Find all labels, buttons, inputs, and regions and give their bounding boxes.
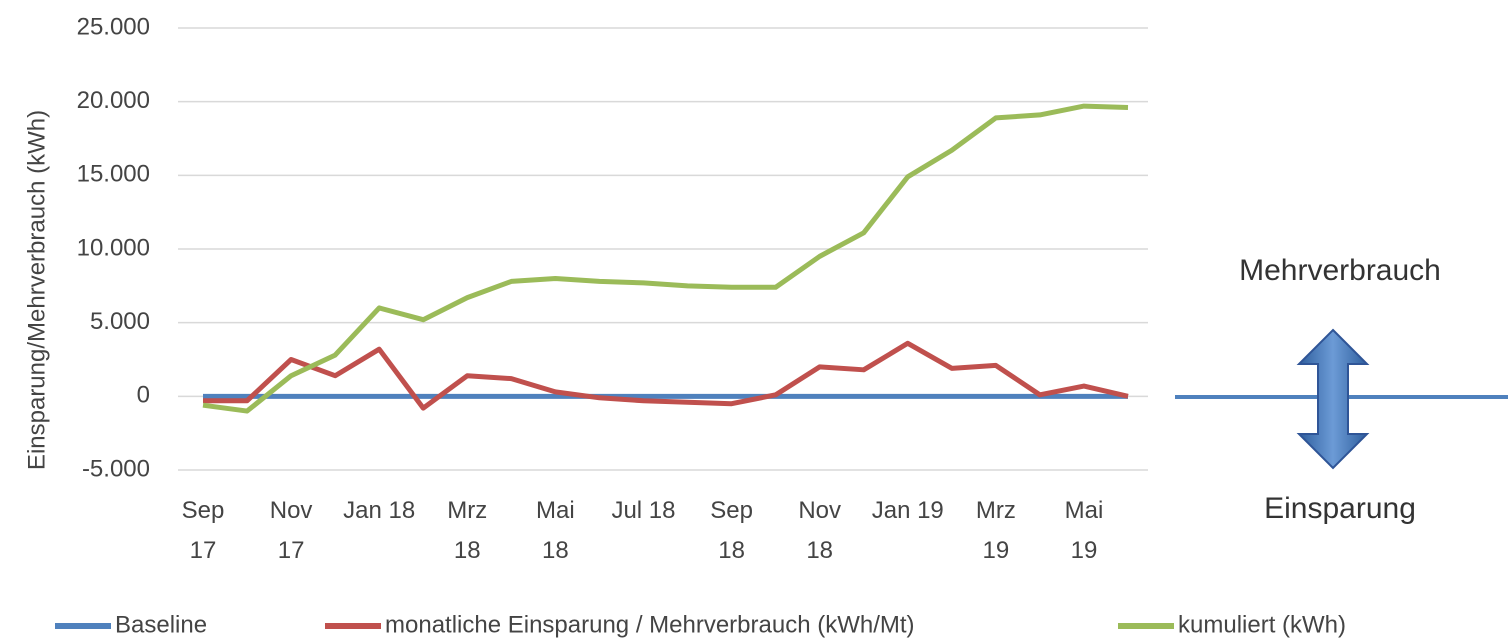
x-tick-label: Jul 18 xyxy=(611,497,675,524)
x-tick-label-line: Mrz xyxy=(976,497,1016,524)
y-tick-label: 20.000 xyxy=(77,87,150,114)
x-tick-label-line: 19 xyxy=(1071,537,1098,564)
legend-label: monatliche Einsparung / Mehrverbrauch (k… xyxy=(385,611,915,638)
x-tick-label: Mrz 18 xyxy=(447,497,487,564)
double-arrow xyxy=(1296,328,1370,470)
x-tick-label: Nov 18 xyxy=(798,497,841,564)
x-tick-label-line: Jul 18 xyxy=(611,497,675,524)
x-tick-label-line: 18 xyxy=(542,537,569,564)
series-line xyxy=(202,103,1129,414)
y-tick-label: 15.000 xyxy=(77,161,150,188)
x-tick-label-line: 17 xyxy=(190,537,217,564)
x-tick-label-line: 18 xyxy=(454,537,481,564)
x-tick-label-line: 17 xyxy=(278,537,305,564)
annotation: Einsparung xyxy=(1264,492,1416,525)
x-tick-label-line: Jan 18 xyxy=(343,497,415,524)
x-tick-label: Jan 18 xyxy=(343,497,415,524)
x-tick-label: Nov 17 xyxy=(270,497,313,564)
x-tick-label: Jan 19 xyxy=(872,497,944,524)
y-tick-label: 0 xyxy=(137,382,150,409)
legend-label: Baseline xyxy=(115,611,207,638)
x-tick-label: Sep 17 xyxy=(182,497,225,564)
x-tick-label: Mrz 19 xyxy=(976,497,1016,564)
y-tick-label: 25.000 xyxy=(77,13,150,40)
x-tick-label-line: Mai xyxy=(536,497,575,524)
x-tick-label-line: Nov xyxy=(798,497,841,524)
x-tick-label-line: 18 xyxy=(806,537,833,564)
x-tick-label-line: 18 xyxy=(718,537,745,564)
x-tick-label-line: Jan 19 xyxy=(872,497,944,524)
x-tick-label-line: Sep xyxy=(710,497,753,524)
x-tick-label-line: 19 xyxy=(983,537,1010,564)
x-tick-label: Sep 18 xyxy=(710,497,753,564)
x-tick-label-line: Mai xyxy=(1065,497,1104,524)
annotation: Mehrverbrauch xyxy=(1239,254,1441,287)
x-tick-label: Mai 19 xyxy=(1065,497,1104,564)
x-tick-label-line: Mrz xyxy=(447,497,487,524)
y-tick-label: -5.000 xyxy=(82,455,150,482)
x-tick-label: Mai 18 xyxy=(536,497,575,564)
series-line xyxy=(203,340,1129,411)
y-tick-label: 10.000 xyxy=(77,234,150,261)
x-tick-label-line: Nov xyxy=(270,497,313,524)
y-tick-label: 5.000 xyxy=(90,308,150,335)
x-tick-label-line: Sep xyxy=(182,497,225,524)
legend-label: kumuliert (kWh) xyxy=(1178,611,1346,638)
y-axis-label: Einsparung/Mehrverbrauch (kWh) xyxy=(23,110,50,470)
